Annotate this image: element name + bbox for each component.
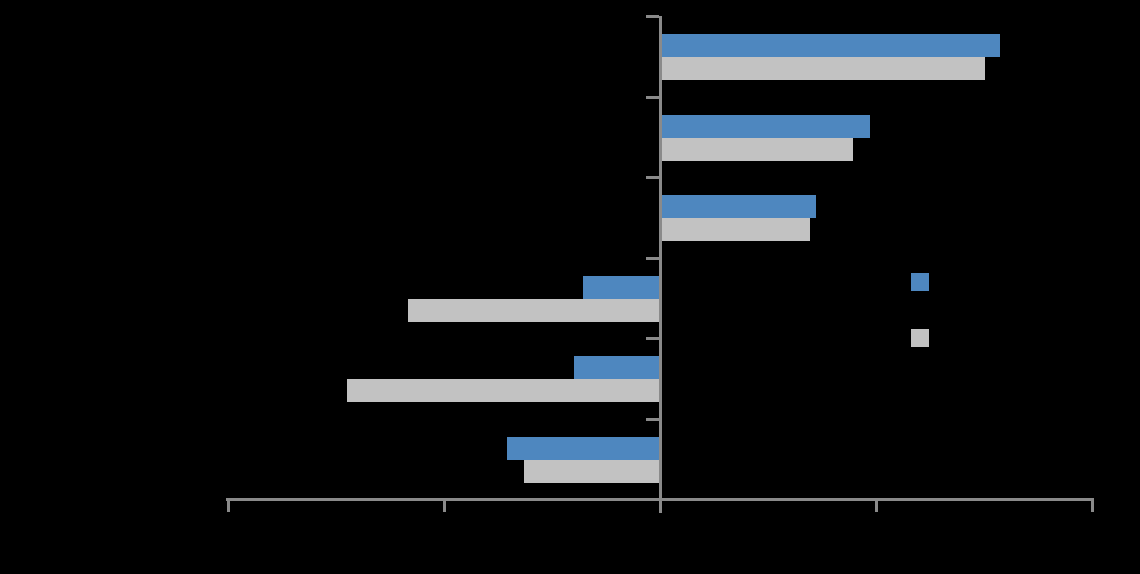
y-axis-tick xyxy=(646,15,659,18)
y-axis-tick xyxy=(646,337,659,340)
bar-series2 xyxy=(662,137,853,161)
y-axis-tick xyxy=(646,256,659,260)
y-axis-tick xyxy=(646,176,659,179)
y-axis-tick xyxy=(646,417,659,421)
bar-series2 xyxy=(662,218,810,241)
bar-series1 xyxy=(662,34,1000,57)
bar-series1 xyxy=(507,436,659,460)
bar-series2 xyxy=(347,379,659,402)
x-axis-tick xyxy=(443,497,446,512)
legend-item-series1 xyxy=(911,273,1031,293)
bar-series1 xyxy=(582,275,659,299)
x-axis-line xyxy=(226,497,1093,501)
bar-series2 xyxy=(524,459,659,483)
x-axis-tick xyxy=(875,497,878,512)
y-axis-line xyxy=(659,16,662,513)
bar-series1 xyxy=(574,356,659,379)
legend-swatch-series1 xyxy=(911,273,929,291)
legend-swatch-series2 xyxy=(911,329,929,347)
bar-series1 xyxy=(662,114,871,138)
bar-series2 xyxy=(407,298,659,322)
bar-series2 xyxy=(662,57,985,80)
bar-series1 xyxy=(662,195,817,218)
legend-item-series2 xyxy=(911,329,1031,349)
x-axis-tick xyxy=(227,497,230,512)
y-axis-tick xyxy=(646,95,659,99)
x-axis-tick xyxy=(1091,497,1094,512)
